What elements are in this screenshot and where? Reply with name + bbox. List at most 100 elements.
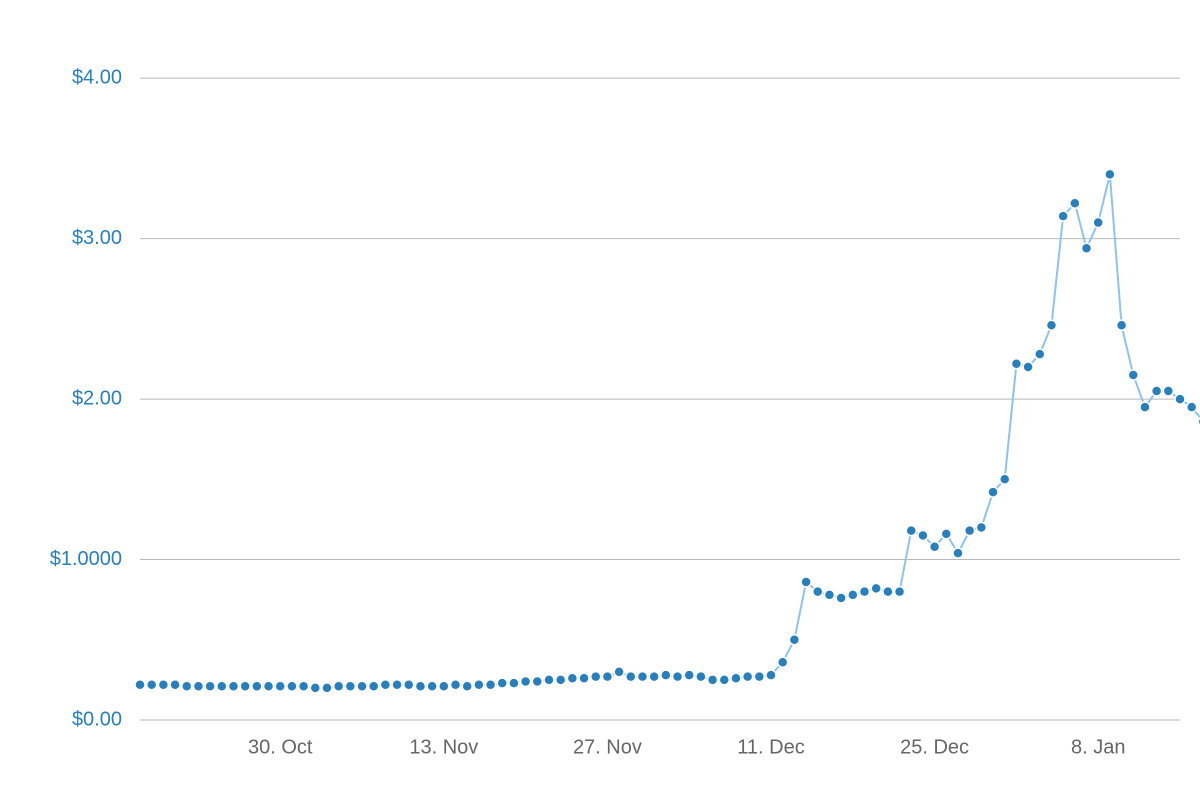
data-point: [1046, 320, 1056, 330]
data-point: [1105, 169, 1115, 179]
data-point: [754, 672, 764, 682]
data-point: [918, 530, 928, 540]
data-point: [871, 583, 881, 593]
data-point: [404, 680, 414, 690]
data-point: [532, 676, 542, 686]
data-point: [965, 526, 975, 536]
data-point: [544, 675, 554, 685]
data-point: [193, 681, 203, 691]
data-point: [334, 681, 344, 691]
data-point: [322, 683, 332, 693]
data-point: [415, 681, 425, 691]
data-point: [1117, 320, 1127, 330]
x-axis-label: 13. Nov: [409, 737, 478, 759]
data-point: [497, 678, 507, 688]
data-point: [1128, 370, 1138, 380]
x-axis-label: 30. Oct: [248, 737, 313, 759]
data-point: [287, 681, 297, 691]
data-point: [906, 526, 916, 536]
data-point: [147, 680, 157, 690]
data-point: [614, 667, 624, 677]
data-point: [731, 673, 741, 683]
data-point: [1011, 359, 1021, 369]
data-point: [626, 672, 636, 682]
data-point: [380, 680, 390, 690]
data-point: [637, 672, 647, 682]
data-point: [474, 680, 484, 690]
y-axis-label: $4.00: [72, 66, 122, 88]
data-point: [158, 680, 168, 690]
data-point: [521, 676, 531, 686]
data-point: [1082, 243, 1092, 253]
data-point: [930, 542, 940, 552]
data-point: [859, 587, 869, 597]
data-point: [883, 587, 893, 597]
data-point: [462, 681, 472, 691]
data-point: [252, 681, 262, 691]
data-point: [824, 590, 834, 600]
data-point: [1035, 349, 1045, 359]
data-point: [1140, 402, 1150, 412]
y-axis-label: $3.00: [72, 227, 122, 249]
price-line-chart: $0.00 $1.0000 $2.00 $3.00 $4.00 30. Oct 13. No…: [0, 0, 1200, 800]
x-axis-label: 11. Dec: [737, 737, 804, 759]
data-point: [1000, 474, 1010, 484]
data-point: [299, 681, 309, 691]
data-point: [673, 672, 683, 682]
data-point: [579, 673, 589, 683]
y-axis-label: $1.0000: [50, 548, 122, 570]
data-point: [217, 681, 227, 691]
data-point: [976, 522, 986, 532]
data-point: [988, 487, 998, 497]
data-point: [836, 593, 846, 603]
data-point: [661, 670, 671, 680]
data-point: [392, 680, 402, 690]
data-point: [813, 587, 823, 597]
data-point: [602, 672, 612, 682]
data-point: [649, 672, 659, 682]
data-point: [345, 681, 355, 691]
data-point: [1152, 386, 1162, 396]
data-point: [848, 590, 858, 600]
data-point: [264, 681, 274, 691]
data-point: [369, 681, 379, 691]
data-point: [1093, 218, 1103, 228]
data-point: [310, 683, 320, 693]
data-point: [895, 587, 905, 597]
data-point: [240, 681, 250, 691]
data-point: [275, 681, 285, 691]
data-point: [439, 681, 449, 691]
data-point: [567, 673, 577, 683]
data-point: [1058, 211, 1068, 221]
data-point: [778, 657, 788, 667]
data-point: [357, 681, 367, 691]
data-point: [684, 670, 694, 680]
data-point: [228, 681, 238, 691]
y-axis-label: $0.00: [72, 708, 122, 730]
data-point: [1163, 386, 1173, 396]
data-point: [789, 635, 799, 645]
data-point: [953, 548, 963, 558]
data-point: [427, 681, 437, 691]
data-point: [451, 680, 461, 690]
x-axis-label: 27. Nov: [573, 737, 642, 759]
data-point: [170, 680, 180, 690]
y-axis-label: $2.00: [72, 387, 122, 409]
data-point: [1023, 362, 1033, 372]
data-point: [941, 529, 951, 539]
data-point: [591, 672, 601, 682]
data-point: [743, 672, 753, 682]
data-point: [509, 678, 519, 688]
data-point: [696, 672, 706, 682]
data-point: [135, 680, 145, 690]
x-axis-label: 8. Jan: [1071, 737, 1125, 759]
data-point: [1070, 198, 1080, 208]
data-point: [1175, 394, 1185, 404]
data-point: [801, 577, 811, 587]
data-point: [205, 681, 215, 691]
x-axis-label: 25. Dec: [900, 737, 969, 759]
data-point: [486, 680, 496, 690]
data-point: [556, 675, 566, 685]
data-point: [1187, 402, 1197, 412]
data-point: [708, 675, 718, 685]
